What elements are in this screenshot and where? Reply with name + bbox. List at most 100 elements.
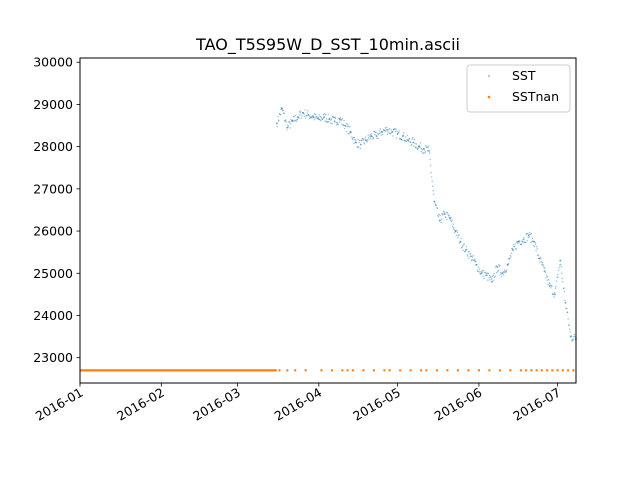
sst-point [426, 150, 429, 152]
sstnan-point [467, 369, 470, 372]
sst-point [334, 116, 336, 119]
sst-point [344, 125, 347, 127]
y-tick-label: 29000 [33, 97, 73, 112]
sst-point [372, 138, 374, 140]
sst-point [568, 324, 570, 327]
sst-point [527, 232, 529, 235]
sst-point [343, 119, 345, 122]
sst-point [288, 121, 291, 123]
sst-point [560, 263, 562, 266]
sstnan-point [566, 369, 570, 372]
sst-point [484, 274, 486, 277]
sst-point [442, 213, 444, 215]
sst-point [289, 127, 291, 129]
sst-point [382, 133, 384, 136]
sst-point [324, 120, 326, 122]
sst-point [542, 263, 544, 266]
sst-point [303, 115, 306, 118]
sst-point [350, 131, 353, 134]
sst-point [284, 120, 286, 122]
sst-point [451, 226, 454, 228]
sst-point [413, 145, 415, 147]
sst-point [452, 223, 454, 225]
sst-point [564, 301, 567, 304]
sst-point [429, 158, 431, 161]
sst-point [446, 218, 448, 221]
sst-point [405, 136, 407, 138]
sst-point [278, 119, 280, 121]
sst-point [367, 134, 369, 136]
sst-point [392, 135, 394, 137]
sst-point [354, 138, 356, 141]
sst-point [323, 113, 326, 115]
sst-point [334, 117, 337, 120]
sst-point [424, 152, 426, 154]
sst-point [327, 113, 329, 115]
sst-point [287, 125, 290, 128]
sst-point [447, 213, 449, 215]
sst-point [348, 132, 350, 135]
sst-point [306, 115, 308, 117]
sst-point [320, 119, 322, 122]
sstnan-point [372, 369, 376, 372]
sst-point [440, 218, 443, 221]
sst-point [548, 282, 550, 284]
sst-point [330, 119, 332, 121]
sst-point [331, 122, 333, 125]
sst-point [494, 275, 496, 278]
sst-point [435, 204, 438, 207]
sst-point [521, 240, 524, 243]
sst-point [349, 126, 351, 128]
sst-point [395, 137, 398, 139]
sst-point [335, 124, 338, 126]
sst-point [293, 115, 295, 117]
sst-point [476, 269, 479, 271]
sst-point [467, 255, 469, 257]
sst-point [436, 207, 439, 210]
sst-point [439, 219, 442, 222]
sst-point [330, 118, 333, 120]
sst-point [470, 255, 472, 258]
legend-label-sstnan: SSTnan [512, 89, 559, 104]
plot-marks [80, 107, 577, 372]
sst-point [559, 264, 561, 266]
sst-point [345, 130, 347, 133]
sst-point [387, 129, 390, 131]
sst-point [486, 272, 488, 274]
sst-point [416, 149, 419, 151]
sst-point [529, 232, 531, 234]
sst-point [333, 120, 336, 123]
sst-point [345, 122, 348, 125]
sst-point [364, 138, 366, 140]
sst-point [358, 141, 360, 143]
sst-point [371, 133, 373, 135]
sst-point [509, 254, 512, 257]
sst-point [295, 114, 297, 117]
sst-point [545, 276, 547, 279]
sst-point [439, 214, 441, 217]
sst-point [530, 233, 533, 235]
sst-point [304, 109, 306, 111]
sst-point [323, 116, 325, 118]
sst-point [374, 134, 376, 136]
sst-point [317, 116, 319, 118]
sst-point [352, 139, 354, 141]
sst-point [453, 228, 455, 231]
y-tick-label: 23000 [33, 350, 73, 365]
sst-point [386, 133, 389, 136]
sst-point [351, 137, 354, 140]
sst-point [485, 271, 487, 273]
sst-point [313, 119, 315, 121]
sst-point [336, 121, 338, 124]
sst-point [480, 270, 482, 272]
sst-point [512, 244, 515, 246]
sstnan-point [362, 369, 365, 372]
sst-point [450, 220, 453, 223]
sst-point [482, 269, 485, 272]
legend-marker-sstnan [487, 95, 491, 99]
sst-point [529, 233, 532, 236]
sst-point [307, 110, 309, 112]
sst-point [518, 241, 521, 243]
sst-point [556, 273, 559, 276]
sst-point [303, 113, 305, 115]
